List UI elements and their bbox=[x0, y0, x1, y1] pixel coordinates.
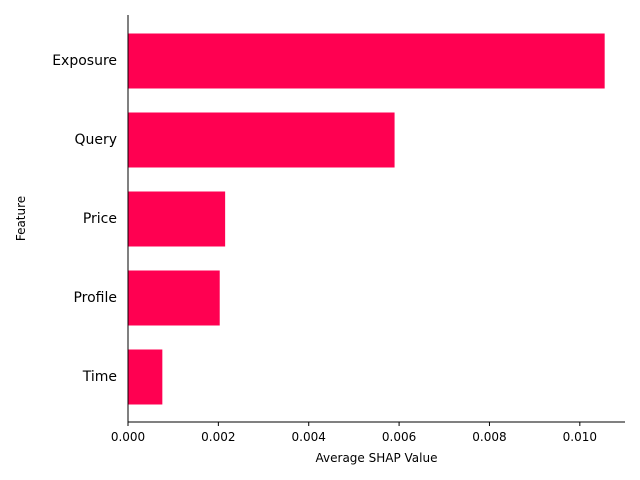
bar-profile bbox=[128, 270, 220, 326]
x-tick-label: 0.002 bbox=[201, 430, 235, 444]
bar-price bbox=[128, 191, 226, 247]
category-label-profile: Profile bbox=[73, 290, 117, 306]
x-tick-label: 0.008 bbox=[472, 430, 506, 444]
x-axis-ticks: 0.000 0.002 0.004 0.006 0.008 0.010 bbox=[111, 422, 597, 444]
x-tick-label: 0.000 bbox=[111, 430, 145, 444]
x-tick-label: 0.004 bbox=[292, 430, 326, 444]
x-axis-label: Average SHAP Value bbox=[316, 451, 438, 465]
bar-time bbox=[128, 349, 163, 405]
x-tick-label: 0.010 bbox=[563, 430, 597, 444]
y-axis-label: Feature bbox=[14, 196, 28, 241]
x-tick-label: 0.006 bbox=[382, 430, 416, 444]
bar-query bbox=[128, 112, 395, 168]
category-label-time: Time bbox=[82, 369, 117, 385]
bar-exposure bbox=[128, 33, 605, 89]
category-labels: Exposure Query Price Profile Time bbox=[52, 53, 117, 385]
category-label-query: Query bbox=[74, 132, 117, 148]
category-label-exposure: Exposure bbox=[52, 53, 117, 69]
category-label-price: Price bbox=[83, 211, 117, 227]
bars-group bbox=[128, 33, 605, 405]
